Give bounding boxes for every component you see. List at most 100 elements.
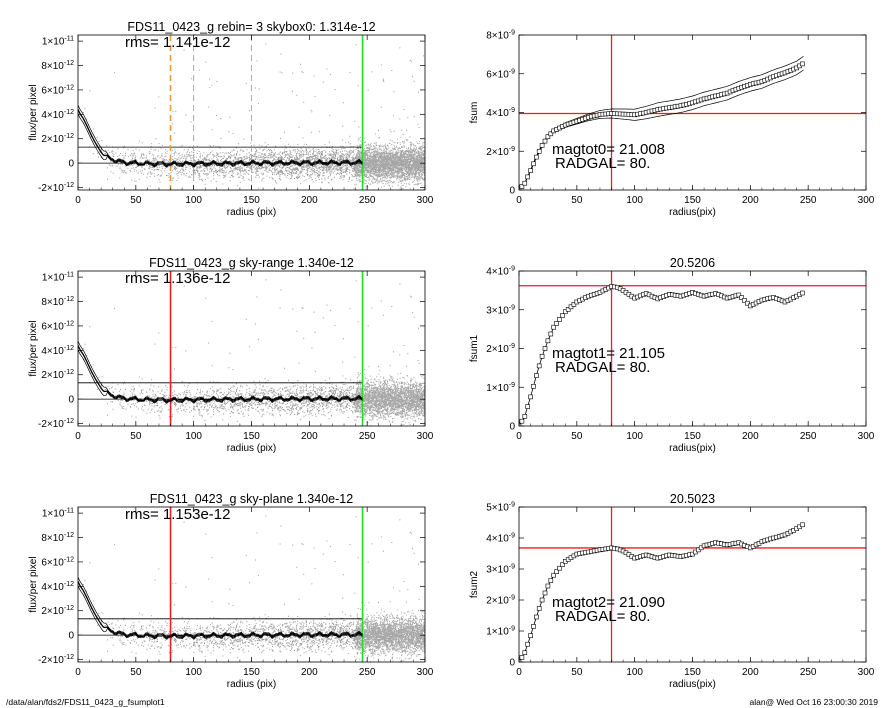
x-tick-label: 100 [185,195,202,206]
y-axis-label: fsum2 [469,570,480,598]
fsum-point [560,562,565,568]
fsum-point [736,292,742,298]
fsum-point [548,131,554,137]
fsum-point [539,143,545,148]
x-tick-label: 150 [684,431,701,442]
x-tick-label: 150 [684,195,701,206]
footer-path: /data/alan/fds2/FDS11_0423_g_fsumplot1 [6,697,165,707]
x-tick-label: 100 [626,667,643,678]
fsum-point [548,331,554,337]
fsum-point [534,373,539,378]
x-tick-label: 200 [742,431,759,442]
panel-title: FDS11_0423_g sky-plane 1.340e-12 [150,492,353,506]
radgal-label: RADGAL= 80. [555,359,650,376]
panel-fsum-2: 0 50 100 150 200 250 300 0 1×10-9 2×10-9 3×10-9 4×1… [469,492,875,690]
y-tick-label: -2×10-12 [38,182,74,194]
plot-area [519,507,866,662]
y-tick-label: 4×10-9 [486,266,515,278]
fsum-point [534,154,539,160]
y-tick-label: -2×10-12 [38,418,74,430]
x-tick-label: 250 [359,195,376,206]
fsum-point [519,418,525,424]
y-tick-label: 8×10-12 [41,296,74,308]
fsum-point [551,572,557,578]
y-tick-label: 3×10-9 [486,564,515,576]
x-tick-label: 250 [359,667,376,678]
y-tick-label: 4×10-9 [486,107,515,119]
fsum-point [539,597,545,603]
pixel-scatter [82,515,425,662]
x-axis-label: radius (pix) [227,679,276,690]
plot-area [78,35,425,190]
fsum-point [525,174,531,180]
y-tick-label: 2×10-9 [486,595,515,607]
fsum-point [545,134,551,139]
fsum-point [551,324,557,330]
fsum-point [545,338,551,344]
y-tick-label: -2×10-12 [38,654,74,666]
profile-lower-error [78,585,363,640]
y-tick-label: 3×10-9 [486,304,515,316]
x-tick-label: 0 [516,195,522,206]
x-tick-label: 300 [417,195,434,206]
magtot-label: magtot0= 21.008 [552,141,665,158]
y-tick-label: 6×10-12 [41,84,74,96]
x-tick-label: 300 [858,195,875,206]
y-axis-label: flux/per pixel [28,556,39,612]
fsum-point [525,641,531,647]
fsum-point [522,413,528,419]
profile-lower-error [78,113,363,168]
y-tick-label: 1×10-11 [42,508,74,520]
fsum-point [554,569,559,575]
scatter-points-outer [355,359,425,426]
x-tick-label: 250 [359,431,376,442]
fsum-point [519,187,522,190]
fsum-point [531,383,536,389]
x-tick-label: 250 [800,431,817,442]
plot-area [519,271,866,426]
y-tick-label: 2×10-9 [486,146,515,158]
x-tick-label: 200 [301,431,318,442]
fsum-point [800,290,805,296]
scatter-points [82,515,425,660]
fsum-point [745,300,750,306]
x-tick-label: 200 [301,667,318,678]
x-axis-label: radius (pix) [227,443,276,454]
magtot-label: magtot2= 21.090 [552,594,665,611]
plot-area [78,507,425,662]
panel-title: FDS11_0423_g sky-range 1.340e-12 [149,256,354,270]
panel-title: 20.5023 [670,492,715,506]
fsum-point [542,346,548,351]
fsum-point [528,168,533,173]
x-tick-label: 0 [75,667,81,678]
x-tick-label: 200 [742,667,759,678]
x-tick-label: 100 [626,431,643,442]
x-axis-label: radius(pix) [669,679,716,690]
fsum-point [531,624,536,629]
fsum-point [557,317,562,322]
y-axis-label: flux/per pixel [28,320,39,376]
y-axis-label: fsum1 [469,334,480,362]
y-tick-label: 4×10-12 [41,581,74,593]
y-tick-label: 6×10-12 [41,556,74,568]
y-axis-label: flux/per pixel [28,84,39,140]
fsum-point [519,184,525,189]
x-tick-label: 300 [858,667,875,678]
fsum-point [800,61,805,67]
x-tick-label: 250 [800,667,817,678]
y-tick-label: 8×10-12 [41,532,74,544]
x-tick-label: 300 [417,667,434,678]
y-tick-label: 2×10-12 [41,133,74,145]
fsum-point [739,295,745,301]
fsum-point [542,590,548,596]
panel-profile-2: 0 50 100 150 200 250 300-2×10-1202×10-124×10-1… [28,256,434,454]
panel-profile-1: 0 50 100 150 200 250 300-2×10-1202×10-124×10-1… [28,20,434,218]
x-tick-label: 50 [130,195,142,206]
x-tick-label: 100 [185,431,202,442]
footer-stamp: alan@ Wed Oct 16 23:00:30 2019 [749,697,878,707]
y-tick-label: 6×10-12 [41,320,74,332]
x-tick-label: 150 [243,667,260,678]
fsum-point [548,578,554,583]
y-tick-label: 4×10-12 [41,109,74,121]
x-tick-label: 50 [571,431,583,442]
